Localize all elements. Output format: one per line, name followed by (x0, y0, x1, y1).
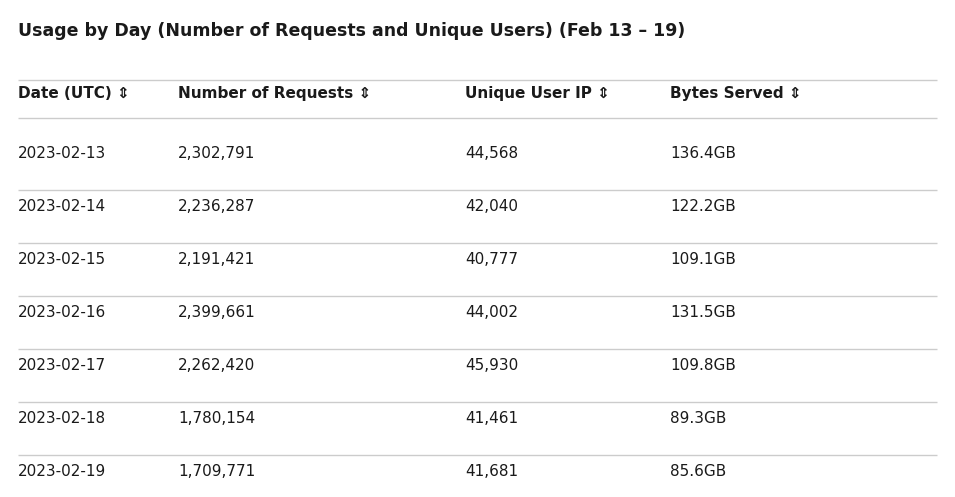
Text: 2023-02-16: 2023-02-16 (18, 305, 106, 320)
Text: 45,930: 45,930 (465, 358, 519, 373)
Text: Number of Requests ⇕: Number of Requests ⇕ (178, 86, 371, 101)
Text: 2,399,661: 2,399,661 (178, 305, 256, 320)
Text: 2,262,420: 2,262,420 (178, 358, 255, 373)
Text: 1,709,771: 1,709,771 (178, 464, 255, 479)
Text: 2023-02-17: 2023-02-17 (18, 358, 106, 373)
Text: 2,236,287: 2,236,287 (178, 199, 255, 214)
Text: Bytes Served ⇕: Bytes Served ⇕ (670, 86, 801, 101)
Text: 44,002: 44,002 (465, 305, 518, 320)
Text: 2023-02-14: 2023-02-14 (18, 199, 106, 214)
Text: 41,681: 41,681 (465, 464, 519, 479)
Text: 109.1GB: 109.1GB (670, 252, 736, 267)
Text: 40,777: 40,777 (465, 252, 518, 267)
Text: Date (UTC) ⇕: Date (UTC) ⇕ (18, 86, 130, 101)
Text: 2,302,791: 2,302,791 (178, 146, 255, 161)
Text: 2023-02-19: 2023-02-19 (18, 464, 106, 479)
Text: 131.5GB: 131.5GB (670, 305, 736, 320)
Text: 2023-02-13: 2023-02-13 (18, 146, 106, 161)
Text: 42,040: 42,040 (465, 199, 518, 214)
Text: 44,568: 44,568 (465, 146, 519, 161)
Text: 85.6GB: 85.6GB (670, 464, 726, 479)
Text: 1,780,154: 1,780,154 (178, 411, 255, 426)
Text: 2,191,421: 2,191,421 (178, 252, 255, 267)
Text: Usage by Day (Number of Requests and Unique Users) (Feb 13 – 19): Usage by Day (Number of Requests and Uni… (18, 22, 686, 40)
Text: 136.4GB: 136.4GB (670, 146, 736, 161)
Text: 41,461: 41,461 (465, 411, 519, 426)
Text: 2023-02-15: 2023-02-15 (18, 252, 106, 267)
Text: 122.2GB: 122.2GB (670, 199, 735, 214)
Text: Unique User IP ⇕: Unique User IP ⇕ (465, 86, 610, 101)
Text: 2023-02-18: 2023-02-18 (18, 411, 106, 426)
Text: 109.8GB: 109.8GB (670, 358, 736, 373)
Text: 89.3GB: 89.3GB (670, 411, 727, 426)
